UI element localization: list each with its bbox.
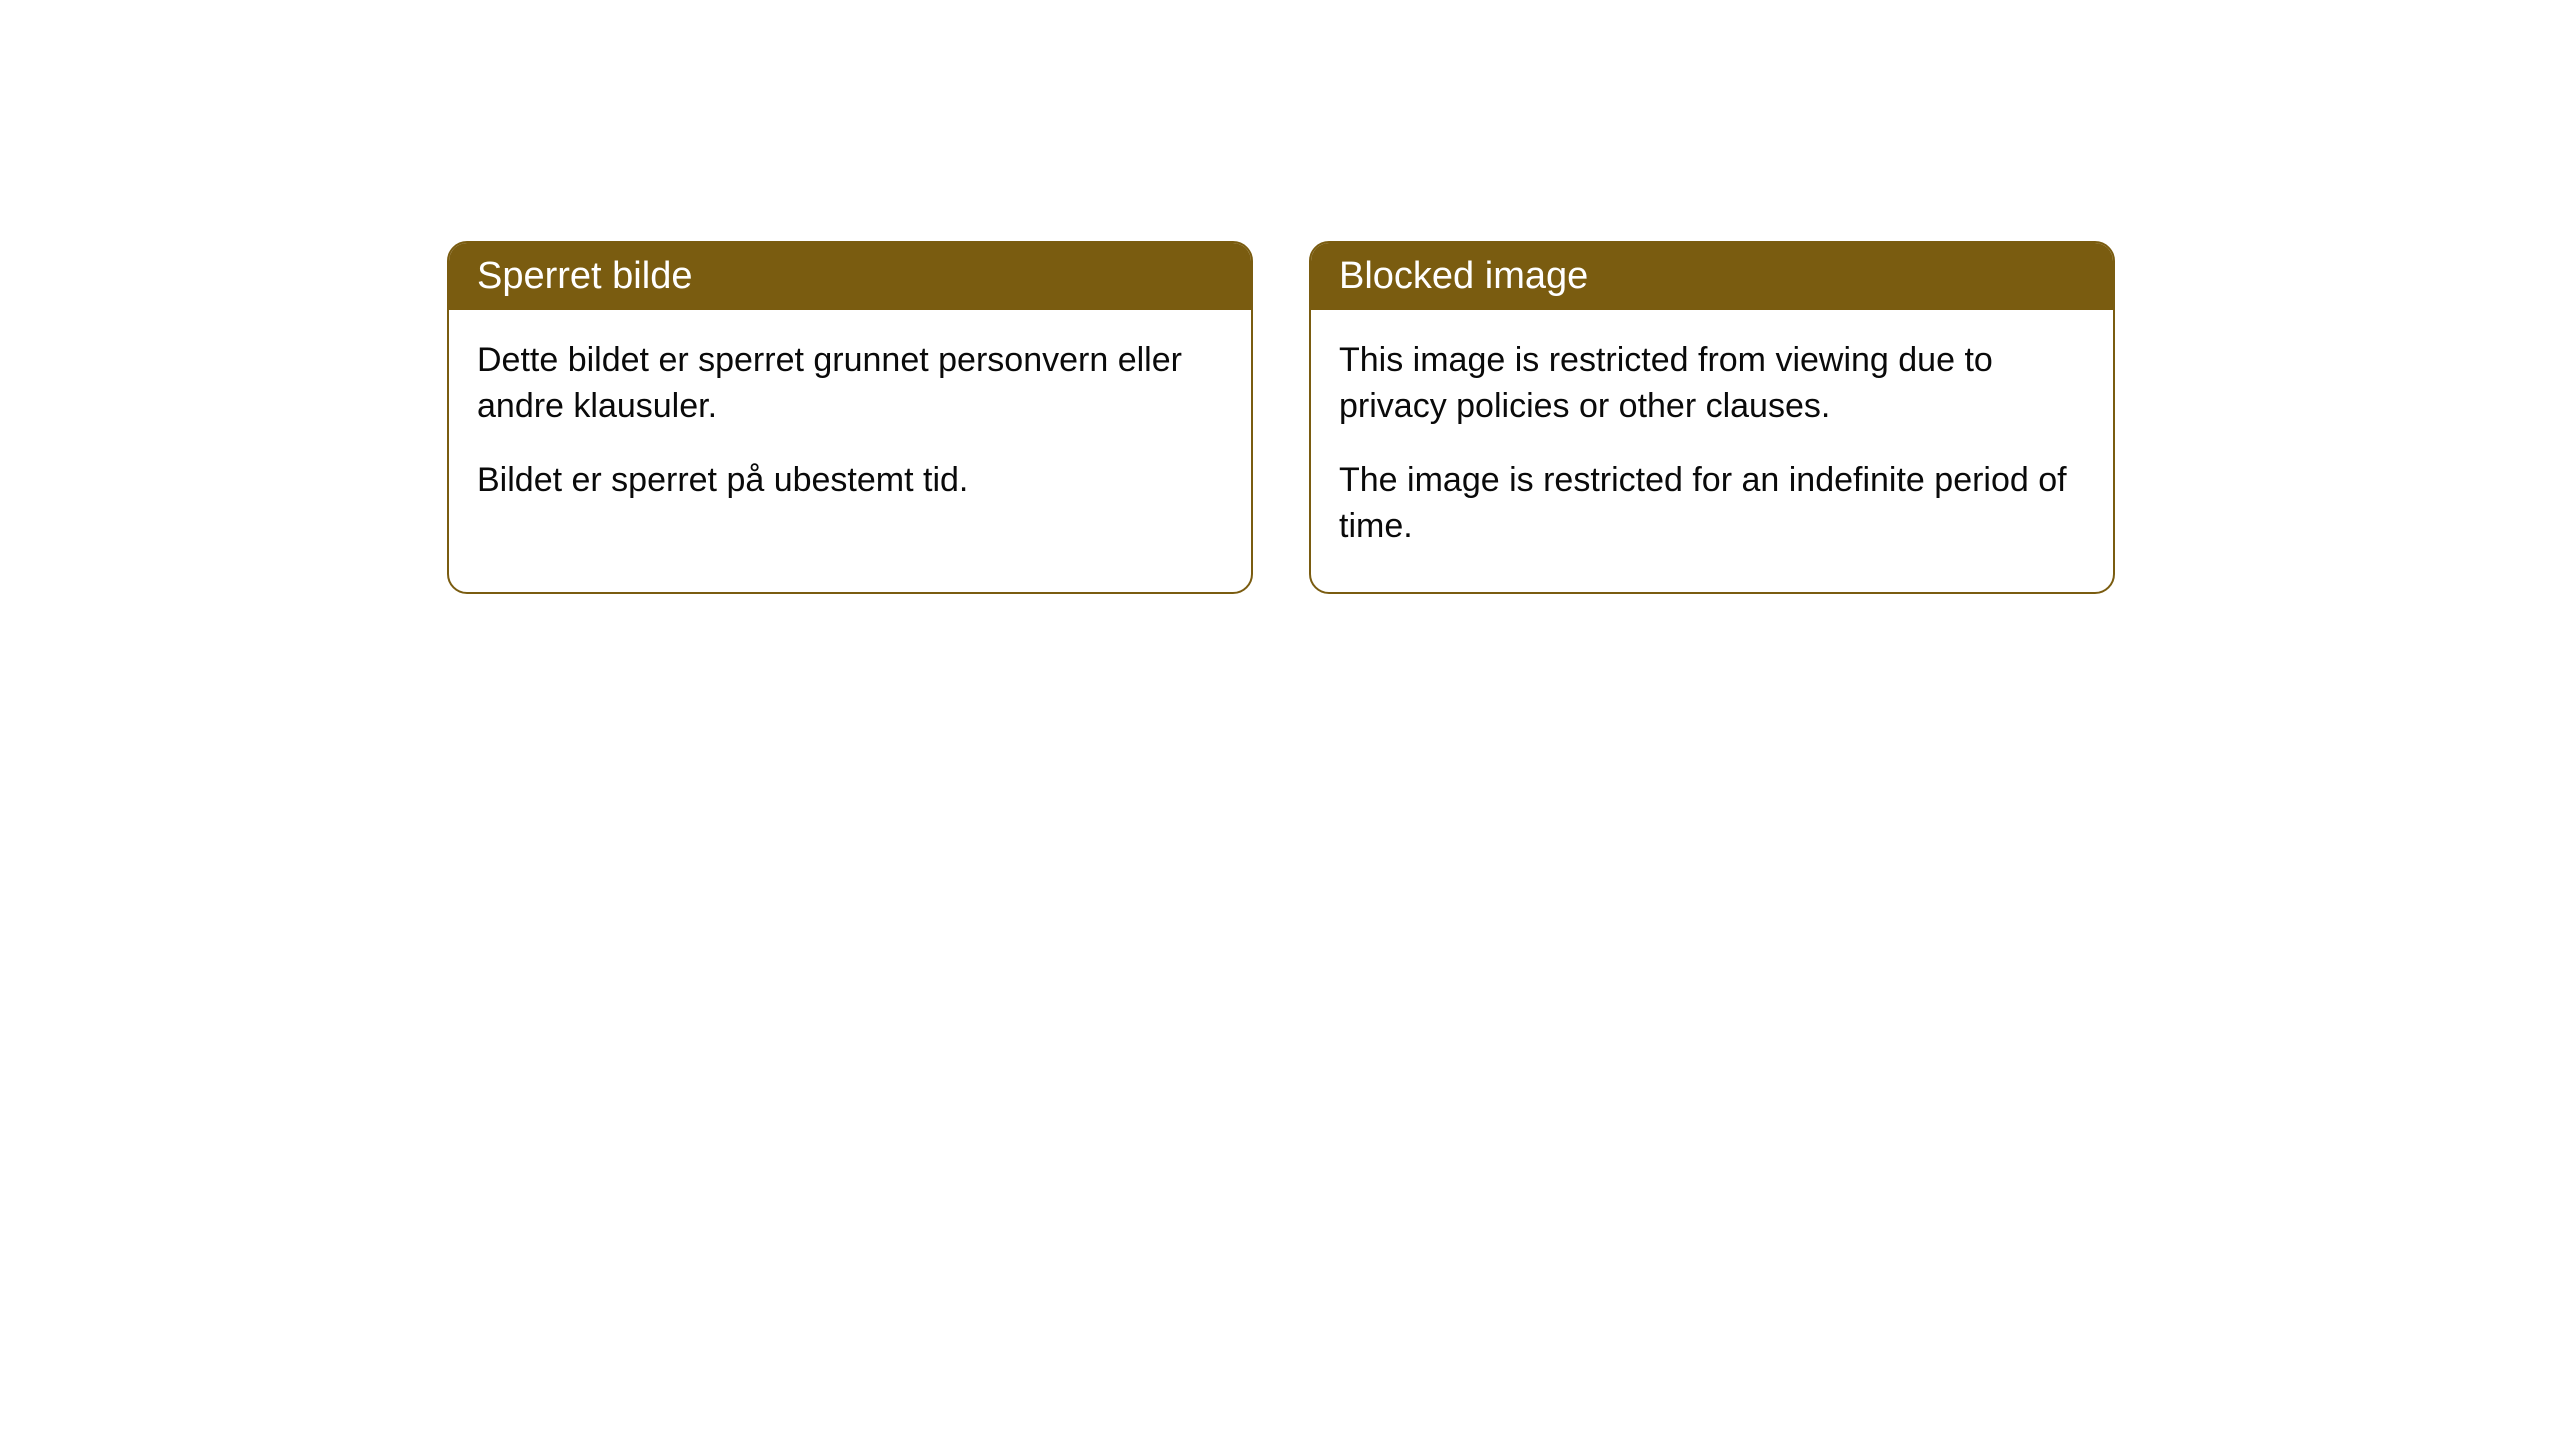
notice-cards-row: Sperret bilde Dette bildet er sperret gr… (447, 241, 2115, 594)
card-body: This image is restricted from viewing du… (1311, 310, 2113, 592)
blocked-image-card-en: Blocked image This image is restricted f… (1309, 241, 2115, 594)
card-paragraph: Bildet er sperret på ubestemt tid. (477, 458, 1223, 504)
blocked-image-card-no: Sperret bilde Dette bildet er sperret gr… (447, 241, 1253, 594)
card-paragraph: This image is restricted from viewing du… (1339, 338, 2085, 430)
card-paragraph: Dette bildet er sperret grunnet personve… (477, 338, 1223, 430)
card-paragraph: The image is restricted for an indefinit… (1339, 458, 2085, 550)
card-title: Blocked image (1311, 243, 2113, 310)
card-body: Dette bildet er sperret grunnet personve… (449, 310, 1251, 546)
card-title: Sperret bilde (449, 243, 1251, 310)
